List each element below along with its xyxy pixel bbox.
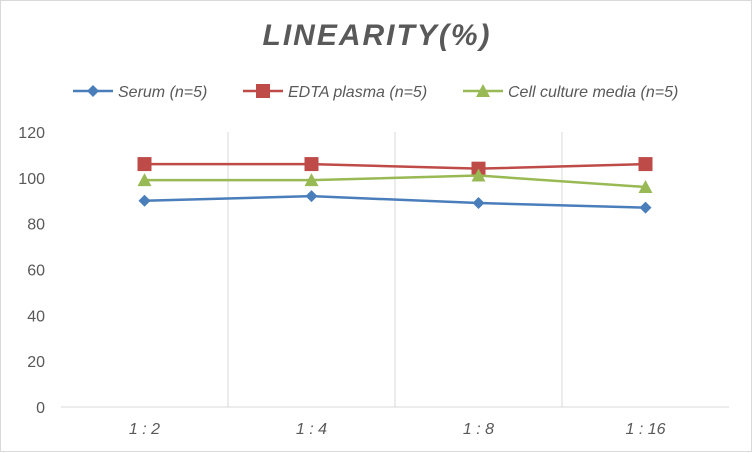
x-tick-label: 1 : 16 xyxy=(625,421,665,438)
data-point xyxy=(137,173,152,187)
x-tick-label: 1 : 4 xyxy=(296,421,327,438)
series-line xyxy=(144,194,646,209)
x-tick-label: 1 : 2 xyxy=(129,421,160,438)
legend-label: Serum (n=5) xyxy=(118,84,207,101)
data-point xyxy=(137,157,152,172)
series-line xyxy=(144,174,646,189)
y-tick-label: 20 xyxy=(27,354,45,371)
legend-label: Cell culture media (n=5) xyxy=(508,84,678,101)
data-point xyxy=(305,190,318,203)
y-tick-label: 100 xyxy=(18,171,45,188)
data-point xyxy=(472,197,485,210)
data-point xyxy=(304,173,319,187)
legend-marker xyxy=(256,84,270,98)
data-point xyxy=(639,201,652,214)
y-tick-label: 120 xyxy=(18,125,45,142)
legend-label: EDTA plasma (n=5) xyxy=(288,84,427,101)
data-point xyxy=(138,194,151,207)
y-tick-label: 40 xyxy=(27,308,45,325)
data-point xyxy=(471,168,486,182)
legend-marker xyxy=(476,84,490,97)
y-tick-label: 80 xyxy=(27,217,45,234)
series-line xyxy=(144,162,646,170)
data-point xyxy=(638,180,653,193)
legend-marker xyxy=(87,85,99,97)
chart-title: LINEARITY(%) xyxy=(262,19,492,52)
y-tick-label: 60 xyxy=(27,263,45,280)
y-tick-label: 0 xyxy=(36,400,45,417)
data-point xyxy=(304,157,319,172)
x-tick-label: 1 : 8 xyxy=(463,421,494,438)
data-point xyxy=(638,157,653,172)
